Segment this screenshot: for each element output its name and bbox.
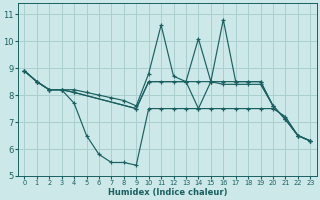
X-axis label: Humidex (Indice chaleur): Humidex (Indice chaleur) [108, 188, 227, 197]
